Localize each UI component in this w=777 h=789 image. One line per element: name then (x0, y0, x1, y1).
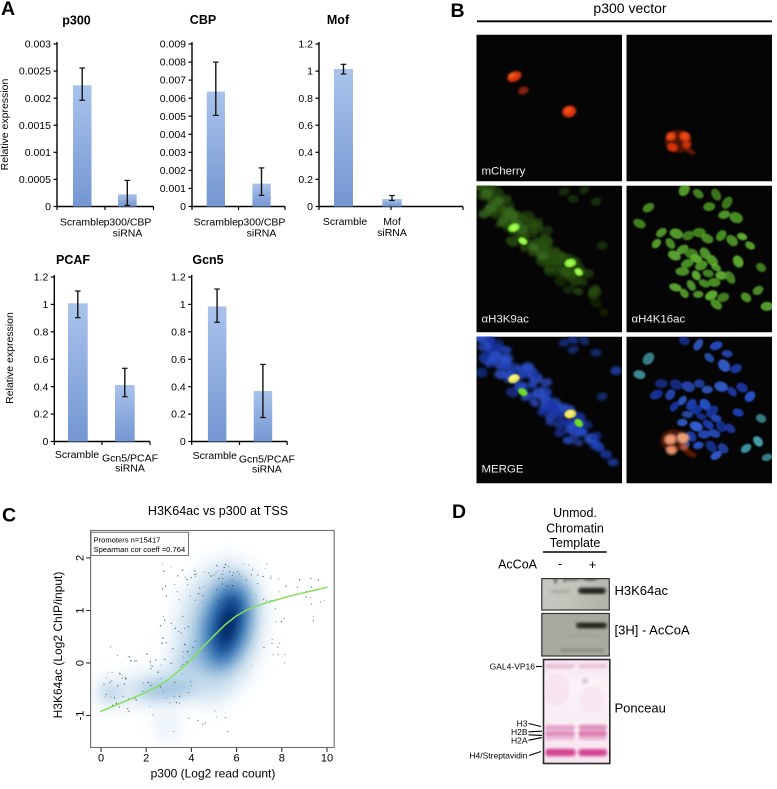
svg-text:Ponceau: Ponceau (615, 701, 666, 716)
svg-text:0: 0 (307, 201, 313, 213)
svg-text:mCherry: mCherry (481, 165, 525, 177)
svg-text:0.6: 0.6 (171, 354, 186, 366)
svg-text:0.003: 0.003 (160, 147, 186, 159)
svg-text:4: 4 (188, 753, 194, 765)
svg-text:Scramble: Scramble (55, 449, 100, 461)
svg-text:1.2: 1.2 (34, 272, 49, 284)
svg-text:Unmod.: Unmod. (553, 506, 597, 520)
svg-text:0.6: 0.6 (298, 120, 313, 132)
svg-text:siRNA: siRNA (113, 228, 143, 240)
svg-text:2: 2 (143, 753, 149, 765)
svg-text:0.2: 0.2 (298, 174, 313, 186)
svg-text:0: 0 (180, 201, 186, 213)
svg-text:-: - (558, 556, 562, 571)
svg-text:0.006: 0.006 (160, 93, 186, 105)
svg-text:C: C (2, 505, 16, 527)
svg-text:H3: H3 (517, 719, 528, 729)
svg-text:0.001: 0.001 (160, 183, 186, 195)
svg-text:0.6: 0.6 (34, 354, 49, 366)
svg-text:H2B: H2B (511, 727, 528, 737)
svg-text:GAL4-VP16: GAL4-VP16 (490, 662, 536, 672)
svg-text:p300/CBP: p300/CBP (238, 217, 286, 229)
svg-text:Mof: Mof (327, 13, 350, 27)
svg-text:0.0025: 0.0025 (19, 66, 51, 78)
svg-text:A: A (1, 0, 15, 20)
svg-text:0: 0 (75, 660, 87, 666)
svg-text:0.001: 0.001 (25, 147, 51, 159)
svg-text:αH4K16ac: αH4K16ac (631, 313, 685, 325)
svg-text:0.8: 0.8 (298, 93, 313, 105)
svg-text:B: B (451, 0, 465, 22)
svg-text:Gcn5/PCAF: Gcn5/PCAF (239, 454, 295, 466)
svg-text:Mof: Mof (383, 216, 401, 228)
svg-text:8: 8 (279, 753, 285, 765)
svg-text:10: 10 (321, 753, 333, 765)
svg-text:0.002: 0.002 (160, 165, 186, 177)
svg-text:1: 1 (75, 607, 87, 613)
svg-text:H4/Streptavidin: H4/Streptavidin (469, 751, 527, 761)
svg-text:CBP: CBP (190, 13, 216, 27)
svg-text:Template: Template (550, 536, 601, 550)
svg-text:H3K64ac vs p300 at TSS: H3K64ac vs p300 at TSS (148, 504, 288, 518)
svg-text:0: 0 (45, 201, 51, 213)
svg-text:H2A: H2A (511, 736, 528, 746)
svg-text:0.002: 0.002 (25, 93, 51, 105)
svg-text:0.8: 0.8 (34, 326, 49, 338)
svg-text:p300/CBP: p300/CBP (104, 217, 152, 229)
svg-text:0.005: 0.005 (160, 111, 186, 123)
svg-text:siRNA: siRNA (115, 463, 145, 475)
svg-text:p300 vector: p300 vector (593, 0, 666, 16)
svg-text:Gcn5: Gcn5 (192, 253, 223, 267)
svg-text:p300 (Log2 read count): p300 (Log2 read count) (151, 767, 276, 781)
svg-text:siRNA: siRNA (252, 464, 282, 476)
svg-text:+: + (589, 557, 597, 572)
svg-text:H3K64ac (Log2 ChIP/input): H3K64ac (Log2 ChIP/input) (51, 572, 65, 719)
svg-text:0.007: 0.007 (160, 75, 186, 87)
svg-text:1: 1 (307, 66, 313, 78)
svg-text:PCAF: PCAF (56, 253, 90, 267)
svg-text:0.2: 0.2 (171, 409, 186, 421)
svg-text:Scramble: Scramble (60, 217, 105, 229)
svg-text:αH3K9ac: αH3K9ac (481, 313, 529, 325)
svg-text:0.009: 0.009 (160, 39, 186, 51)
svg-text:0.4: 0.4 (34, 381, 49, 393)
svg-text:AcCoA: AcCoA (498, 558, 538, 572)
svg-text:0: 0 (180, 436, 186, 448)
svg-text:0.2: 0.2 (34, 409, 49, 421)
svg-text:Relative expression: Relative expression (0, 79, 11, 171)
svg-text:0.0005: 0.0005 (19, 174, 51, 186)
svg-text:0: 0 (98, 753, 104, 765)
svg-text:siRNA: siRNA (247, 228, 277, 240)
svg-text:Relative expression: Relative expression (4, 312, 16, 404)
svg-text:1.2: 1.2 (298, 39, 313, 51)
svg-text:p300: p300 (62, 14, 91, 28)
svg-text:MERGE: MERGE (481, 463, 523, 475)
svg-text:0.003: 0.003 (25, 39, 51, 51)
svg-text:0.0015: 0.0015 (19, 120, 51, 132)
svg-text:0.4: 0.4 (171, 381, 186, 393)
svg-text:[3H] - AcCoA: [3H] - AcCoA (615, 623, 690, 638)
svg-text:0.008: 0.008 (160, 57, 186, 69)
svg-text:H3K64ac: H3K64ac (615, 583, 669, 598)
svg-text:1: 1 (42, 299, 48, 311)
svg-text:0.4: 0.4 (298, 147, 313, 159)
svg-text:0.8: 0.8 (171, 326, 186, 338)
svg-text:2: 2 (75, 555, 87, 561)
svg-text:siRNA: siRNA (377, 227, 407, 239)
svg-text:1: 1 (180, 299, 186, 311)
svg-text:Spearman cor coeff =0.764: Spearman cor coeff =0.764 (94, 545, 186, 554)
svg-text:Gcn5/PCAF: Gcn5/PCAF (102, 453, 158, 465)
svg-text:D: D (452, 501, 466, 523)
svg-text:0.004: 0.004 (160, 129, 186, 141)
svg-text:6: 6 (234, 753, 240, 765)
svg-text:1.2: 1.2 (171, 272, 186, 284)
svg-text:-1: -1 (75, 711, 87, 721)
svg-text:Scramble: Scramble (323, 216, 368, 228)
svg-text:Promoters n=15417: Promoters n=15417 (94, 535, 161, 544)
svg-text:Scramble: Scramble (193, 450, 238, 462)
svg-text:Chromatin: Chromatin (546, 522, 604, 536)
svg-text:0: 0 (42, 436, 48, 448)
svg-text:Scramble: Scramble (194, 217, 239, 229)
